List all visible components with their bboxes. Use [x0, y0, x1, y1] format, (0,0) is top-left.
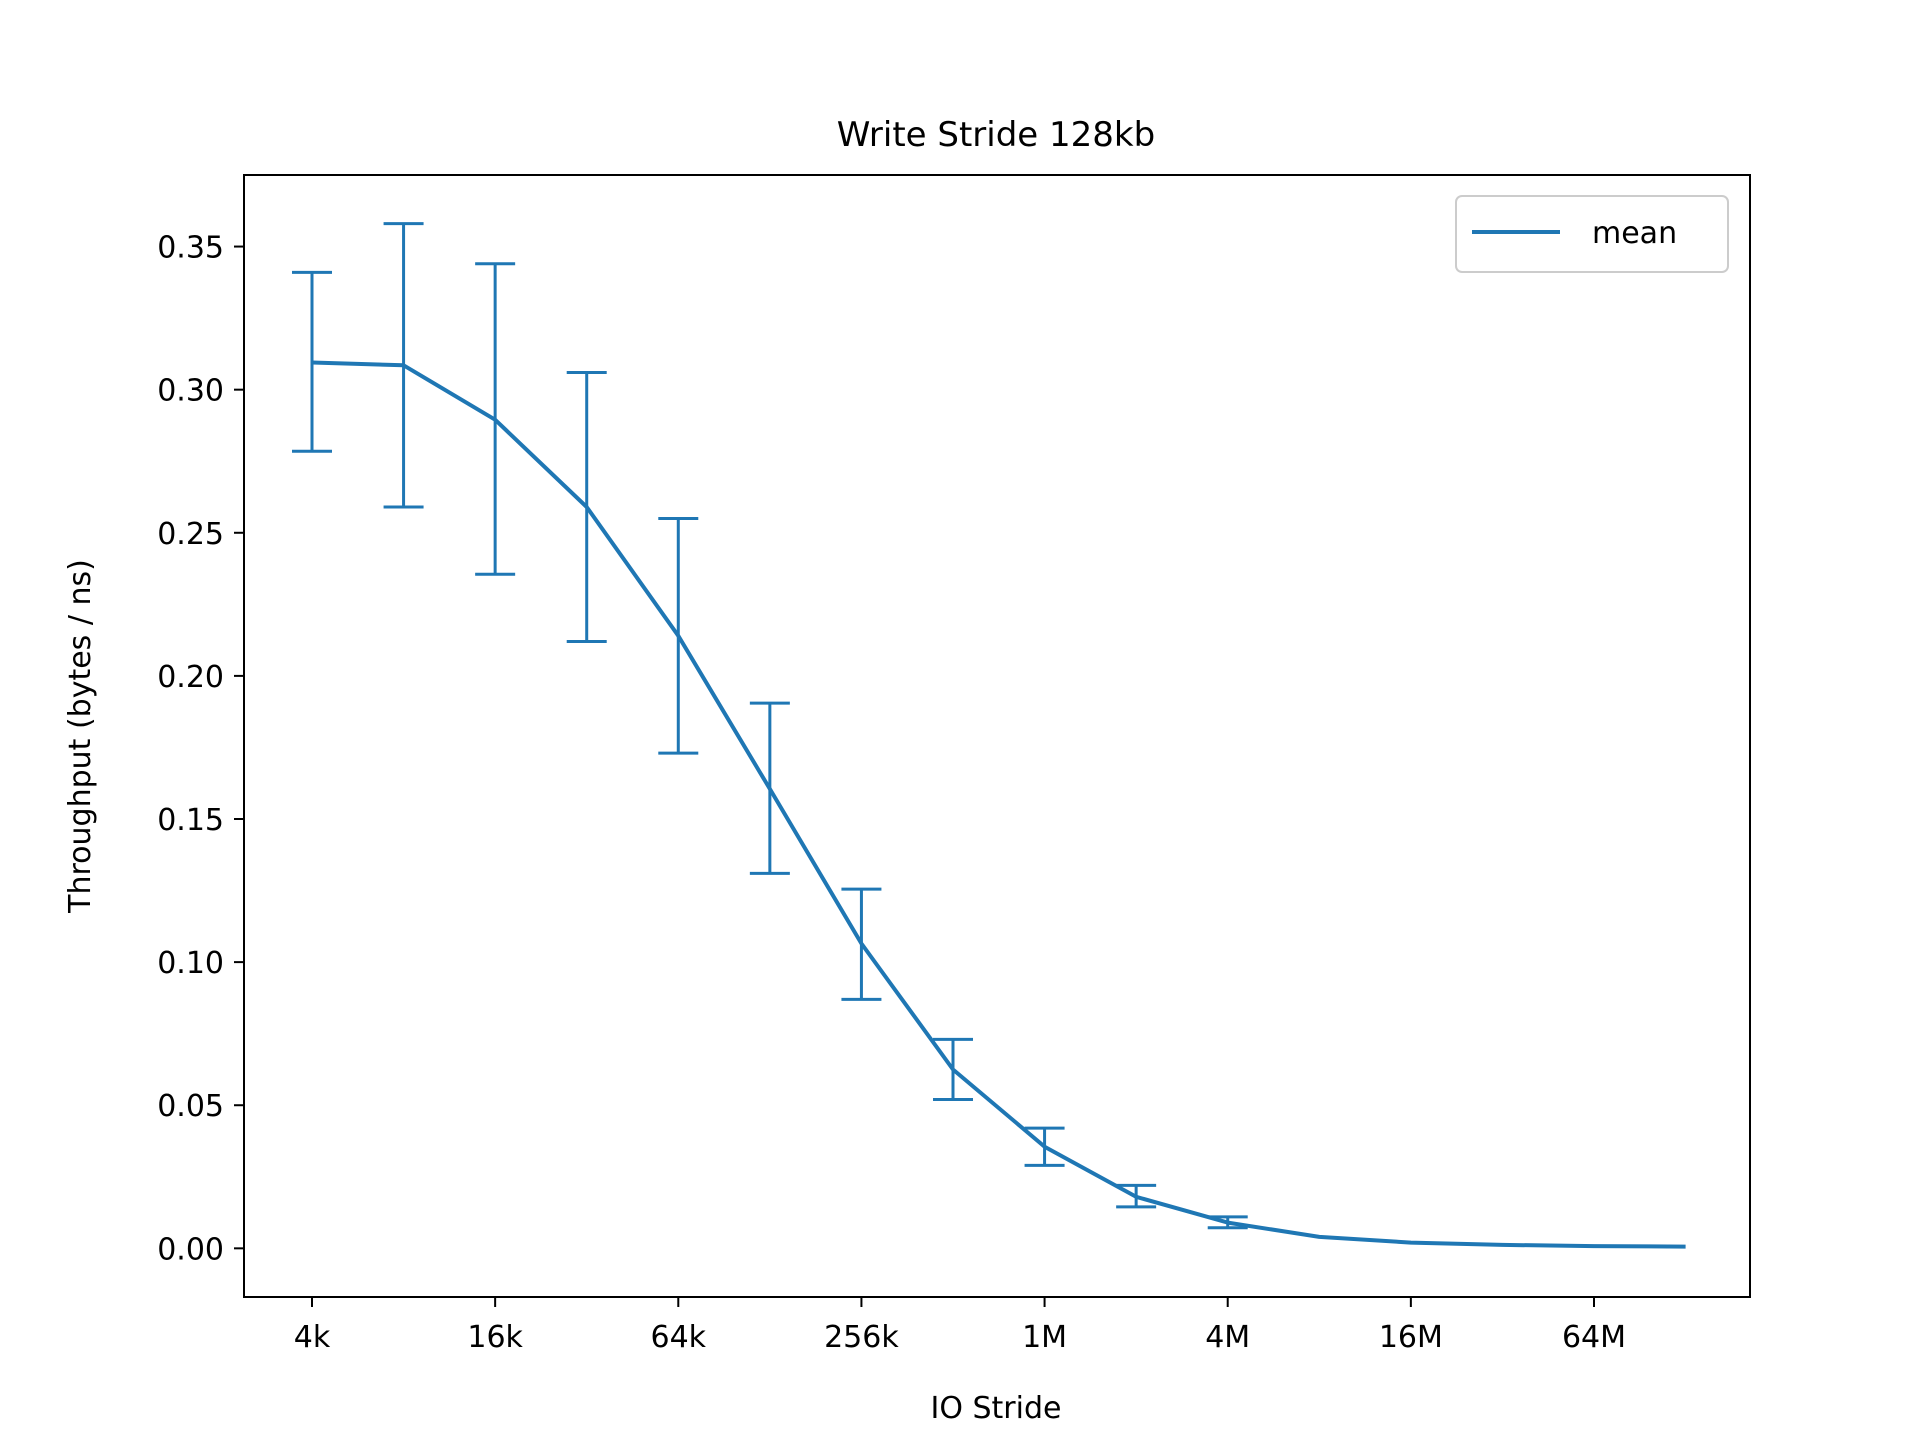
x-tick-label: 16k [467, 1320, 523, 1355]
y-tick-label: 0.30 [157, 374, 224, 409]
series-line-mean [311, 360, 1686, 1249]
y-tick-label: 0.15 [157, 803, 224, 838]
x-tick-label: 256k [824, 1320, 899, 1355]
y-tick-label: 0.05 [157, 1089, 224, 1124]
chart-title: Write Stride 128kb [837, 115, 1155, 155]
y-axis-label: Throughput (bytes / ns) [63, 559, 98, 914]
x-axis-label: IO Stride [931, 1391, 1062, 1426]
y-tick-label: 0.10 [157, 946, 224, 981]
y-tick-label: 0.25 [157, 517, 224, 552]
x-tick-label: 64M [1562, 1320, 1626, 1355]
error-bar [292, 270, 332, 453]
series-lines [311, 360, 1686, 1249]
plot-frame [243, 174, 1751, 1298]
x-tick-label: 4M [1205, 1320, 1250, 1355]
legend: mean [1455, 195, 1729, 273]
error-bars [292, 222, 1248, 1230]
x-tick-label: 4k [294, 1320, 331, 1355]
y-tick-label: 0.20 [157, 660, 224, 695]
axis-ticks: 4k 16k 64k 256k 1M 4M 16M 64M 0.00 0.05 0.10 0.15 0.… [157, 231, 1626, 1355]
legend-box [1455, 195, 1729, 273]
legend-label-mean: mean [1592, 216, 1677, 251]
x-tick-label: 64k [651, 1320, 707, 1355]
x-tick-label: 1M [1022, 1320, 1067, 1355]
y-tick-label: 0.00 [157, 1232, 224, 1267]
y-tick-label: 0.35 [157, 231, 224, 266]
x-tick-label: 16M [1379, 1320, 1443, 1355]
